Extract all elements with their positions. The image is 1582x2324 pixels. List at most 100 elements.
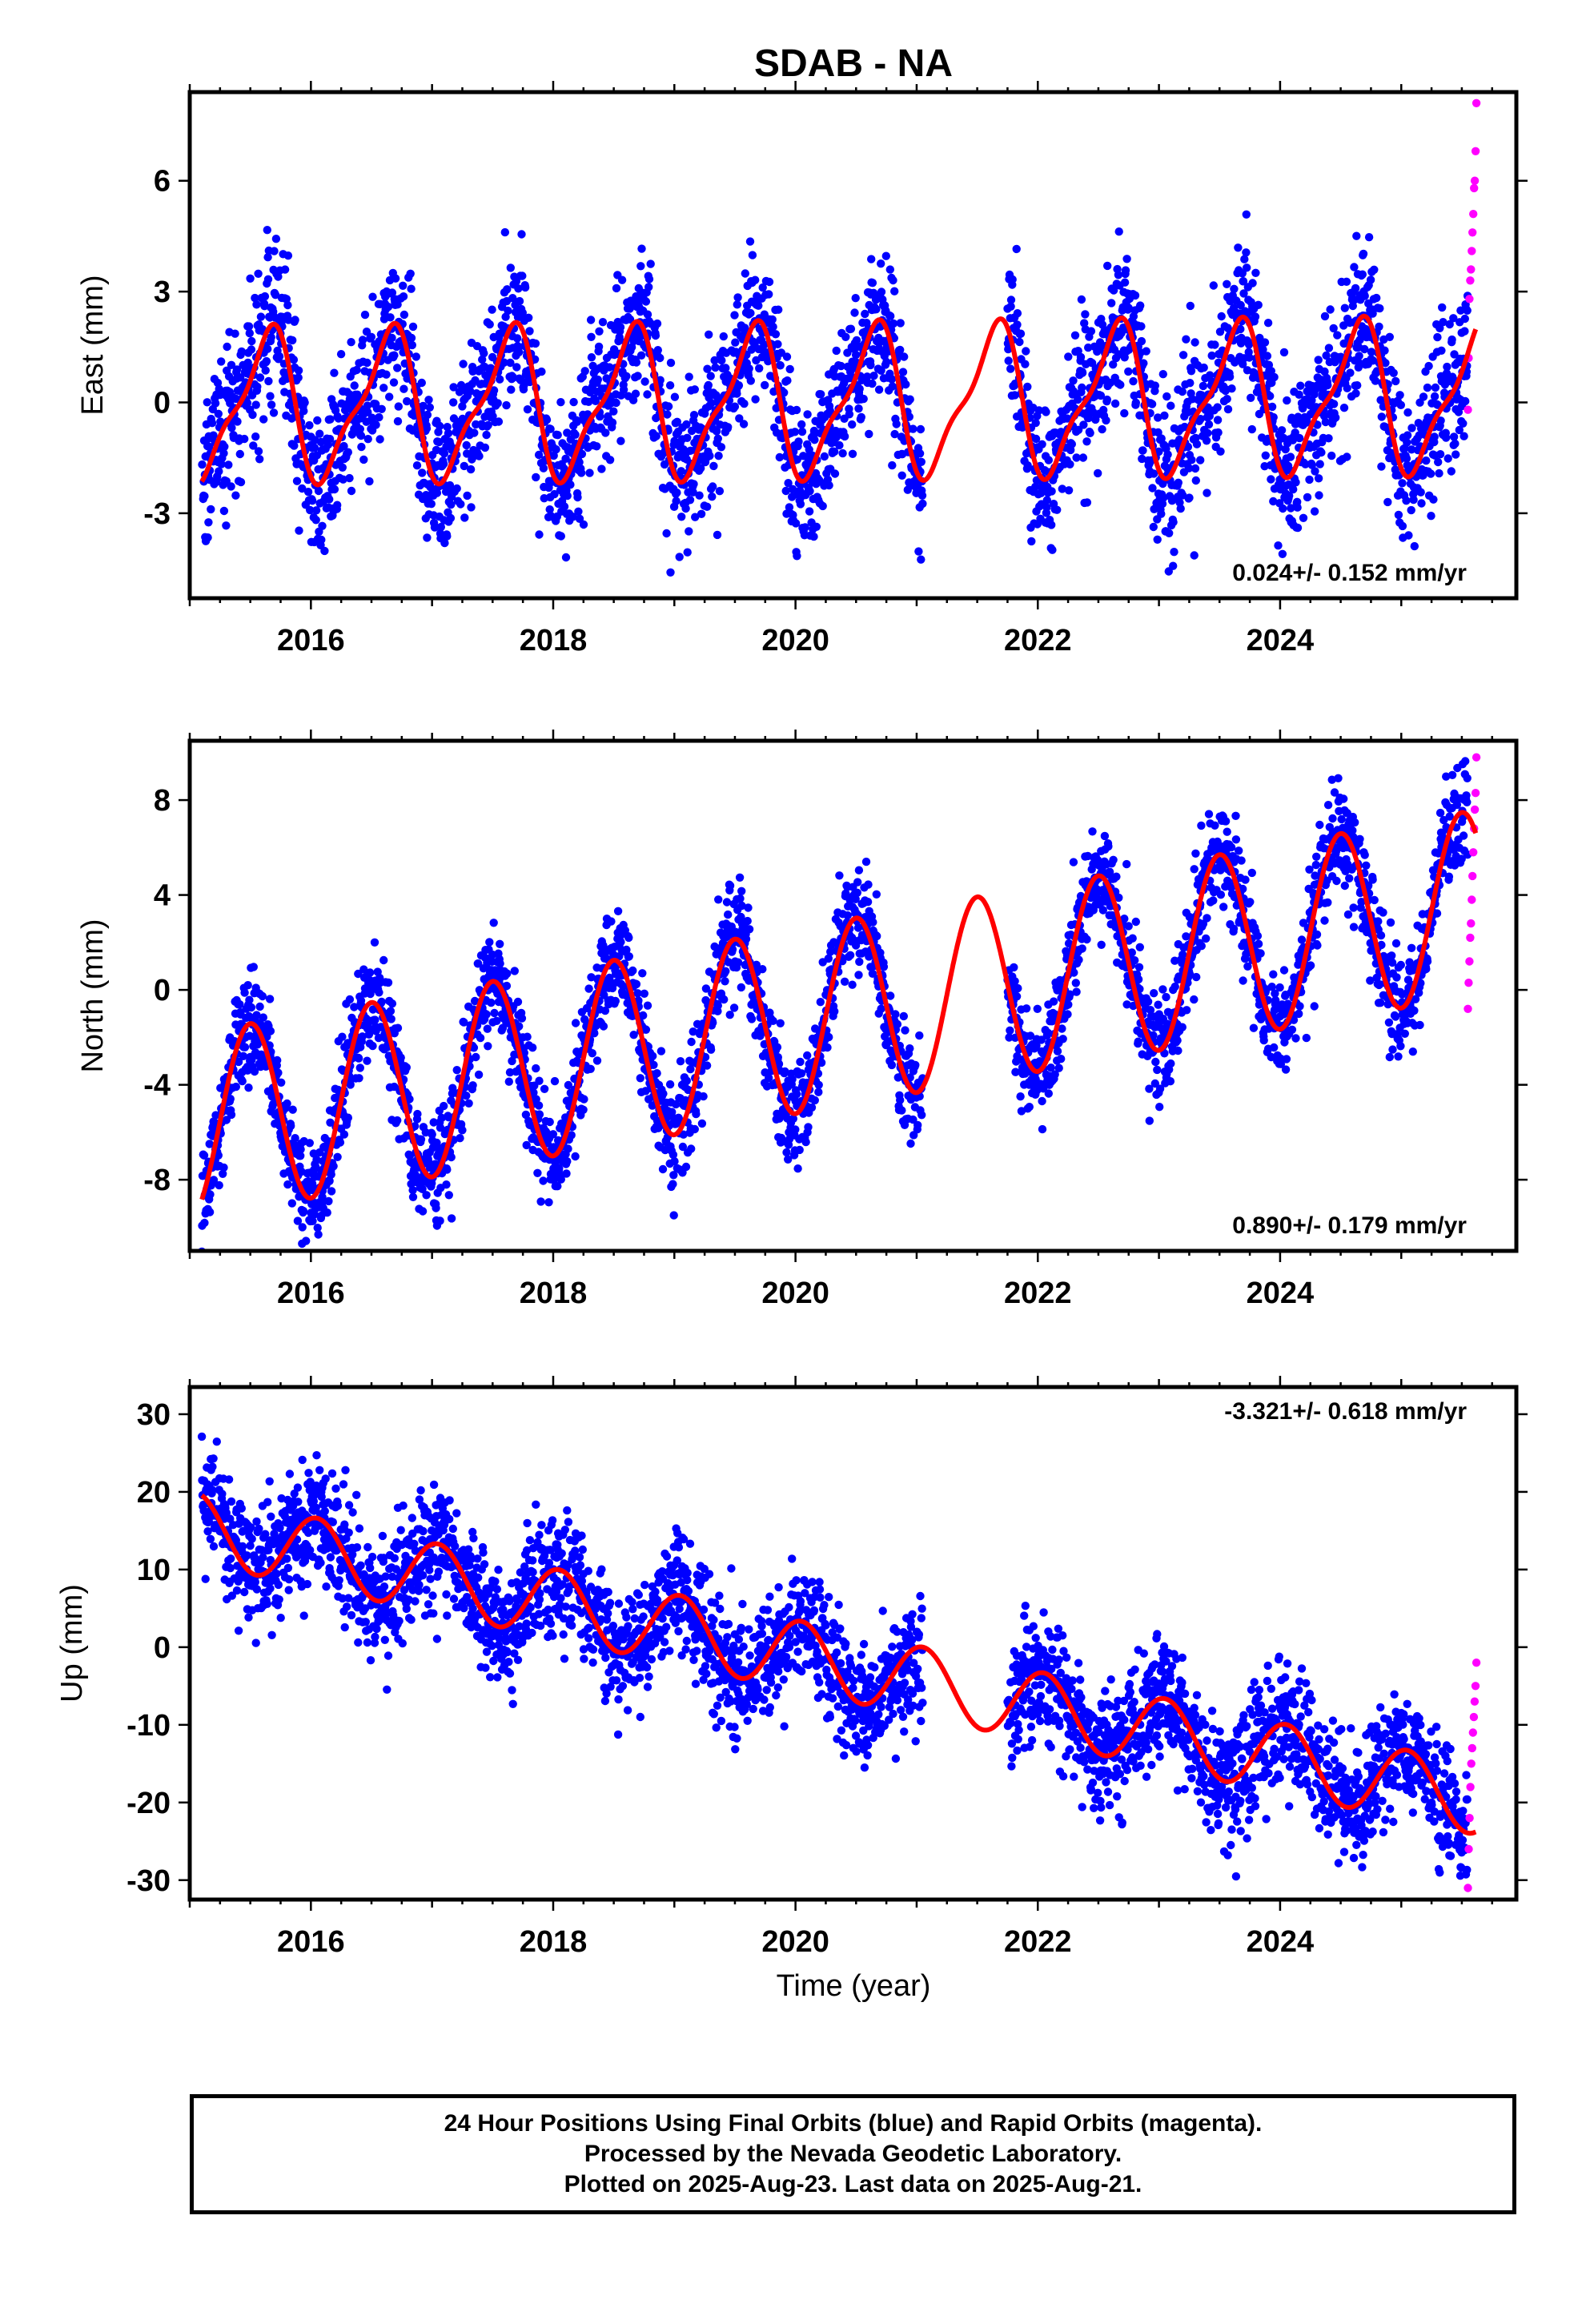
final-orbit-point [751, 275, 760, 284]
final-orbit-point [449, 383, 458, 392]
final-orbit-point [223, 342, 231, 352]
final-orbit-point [1234, 243, 1243, 252]
final-orbit-point [417, 378, 426, 388]
final-orbit-point [323, 1208, 331, 1217]
final-orbit-point [231, 329, 239, 338]
final-orbit-point [533, 1168, 542, 1178]
final-orbit-point [774, 305, 783, 314]
final-orbit-point [1160, 411, 1169, 420]
final-orbit-point [776, 1019, 785, 1028]
final-orbit-point [354, 1054, 363, 1063]
final-orbit-point [743, 916, 752, 926]
final-orbit-point [251, 293, 259, 303]
final-orbit-point [1351, 389, 1360, 398]
final-orbit-point [683, 548, 692, 557]
final-orbit-point [418, 468, 427, 477]
final-orbit-point [758, 965, 767, 974]
final-orbit-point [387, 1015, 396, 1023]
final-orbit-point [682, 420, 691, 429]
final-orbit-point [271, 291, 280, 300]
rapid-orbit-point [1467, 265, 1476, 274]
final-orbit-point [1057, 428, 1066, 436]
final-orbit-point [1183, 442, 1193, 452]
final-orbit-point [1259, 345, 1267, 354]
final-orbit-point [569, 397, 578, 407]
final-orbit-point [205, 442, 214, 452]
final-orbit-point [845, 410, 854, 419]
final-orbit-point [697, 464, 705, 472]
final-orbit-point [1314, 474, 1323, 483]
final-orbit-point [611, 996, 620, 1006]
final-orbit-point [905, 412, 914, 421]
final-orbit-point [271, 235, 281, 243]
final-orbit-point [793, 552, 801, 561]
final-orbit-point [615, 332, 624, 342]
final-orbit-point [1098, 424, 1106, 434]
final-orbit-point [1285, 491, 1294, 501]
final-orbit-point [1082, 437, 1091, 446]
final-orbit-point [1150, 505, 1158, 513]
final-orbit-point [1154, 428, 1162, 437]
final-orbit-point [550, 1076, 560, 1086]
final-orbit-point [1204, 420, 1214, 429]
final-orbit-point [850, 308, 859, 317]
final-orbit-point [805, 487, 814, 496]
final-orbit-point [1269, 412, 1278, 422]
final-orbit-point [1355, 336, 1364, 344]
final-orbit-point [713, 1001, 722, 1010]
final-orbit-point [745, 237, 755, 246]
final-orbit-point [690, 385, 699, 394]
final-orbit-point [639, 1011, 648, 1020]
final-orbit-point [719, 332, 728, 341]
final-orbit-point [1238, 269, 1247, 278]
final-orbit-point [204, 518, 213, 527]
final-orbit-point [755, 364, 764, 373]
final-orbit-point [1429, 495, 1438, 504]
final-orbit-point [283, 300, 292, 310]
final-orbit-point [1355, 352, 1363, 360]
final-orbit-point [1170, 548, 1178, 557]
final-orbit-point [702, 1061, 712, 1070]
final-orbit-point [874, 385, 884, 394]
final-orbit-point [643, 390, 652, 399]
final-orbit-point [1343, 452, 1351, 461]
final-orbit-point [666, 568, 675, 577]
final-orbit-point [888, 382, 897, 391]
final-orbit-point [863, 898, 873, 907]
final-orbit-point [669, 1211, 678, 1220]
final-orbit-point [261, 366, 270, 375]
final-orbit-point [416, 1135, 426, 1144]
final-orbit-point [1023, 461, 1032, 470]
final-orbit-point [1209, 281, 1219, 290]
final-orbit-point [386, 1007, 396, 1015]
final-orbit-point [1074, 425, 1083, 434]
final-orbit-point [535, 1110, 544, 1119]
final-orbit-point [1377, 412, 1387, 421]
final-orbit-point [1430, 392, 1439, 401]
final-orbit-point [885, 265, 895, 274]
final-orbit-point [735, 873, 745, 883]
final-orbit-point [845, 951, 855, 960]
final-orbit-point [333, 1152, 342, 1162]
final-orbit-point [452, 1066, 461, 1075]
final-orbit-point [703, 364, 712, 373]
final-orbit-point [244, 322, 254, 331]
final-orbit-point [830, 1007, 839, 1016]
final-orbit-point [1346, 368, 1355, 377]
final-orbit-point [507, 385, 516, 394]
final-orbit-point [607, 917, 616, 926]
final-orbit-point [1076, 352, 1086, 362]
final-orbit-point [1403, 431, 1412, 440]
final-orbit-point [1064, 486, 1074, 495]
final-orbit-point [235, 449, 244, 459]
final-orbit-point [1187, 456, 1196, 464]
final-orbit-point [624, 933, 633, 943]
final-orbit-point [564, 1144, 572, 1153]
final-orbit-point [1460, 327, 1469, 336]
final-orbit-point [1295, 433, 1304, 443]
final-orbit-point [707, 399, 716, 408]
final-orbit-point [288, 1105, 297, 1114]
y-tick-label: 3 [154, 275, 171, 309]
final-orbit-point [1423, 383, 1432, 392]
